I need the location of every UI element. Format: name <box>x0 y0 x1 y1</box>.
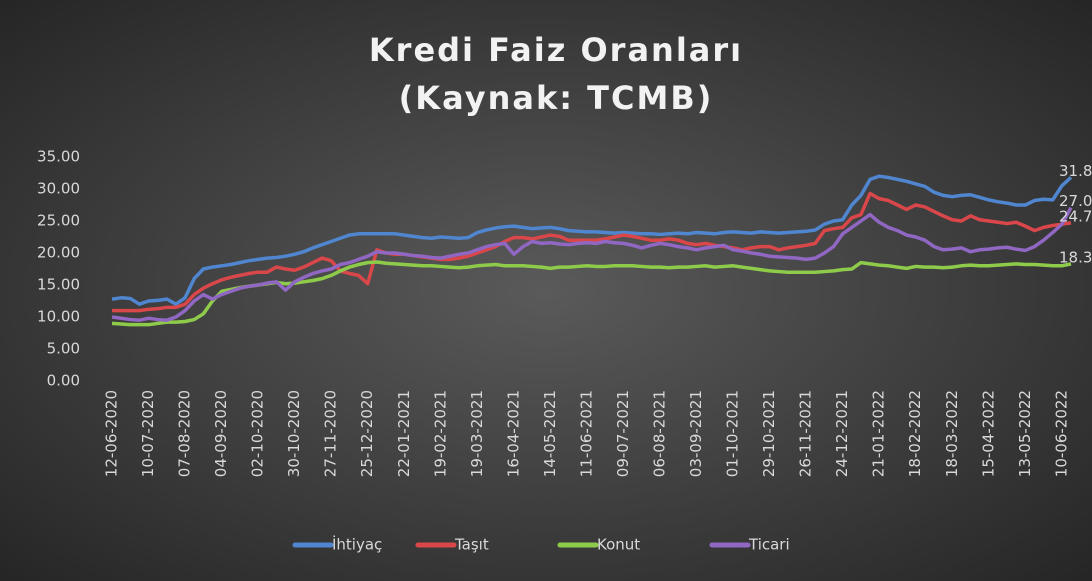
x-tick-label: 09-07-2021 <box>614 390 632 477</box>
data-label: 31.82 <box>1059 162 1092 180</box>
x-tick-label: 12-06-2020 <box>103 390 121 477</box>
legend-label: Konut <box>597 536 640 554</box>
series-line <box>112 191 1072 313</box>
data-label: 27.09 <box>1059 192 1092 210</box>
x-tick-label: 06-08-2021 <box>651 390 669 477</box>
y-tick-label: 10.00 <box>37 308 80 326</box>
x-tick-label: 18-02-2022 <box>906 390 924 477</box>
x-tick-label: 26-11-2021 <box>797 390 815 477</box>
x-tick-label: 10-06-2022 <box>1052 390 1070 477</box>
y-tick-label: 15.00 <box>37 276 80 294</box>
y-tick-label: 5.00 <box>47 340 80 358</box>
x-tick-label: 13-05-2022 <box>1016 390 1034 477</box>
x-tick-label: 01-10-2021 <box>724 390 742 477</box>
x-tick-label: 25-12-2020 <box>358 390 376 477</box>
x-tick-label: 14-05-2021 <box>541 390 559 477</box>
x-tick-label: 02-10-2020 <box>249 390 267 477</box>
x-tick-label: 27-11-2020 <box>322 390 340 477</box>
data-label: 24.71 <box>1059 207 1092 225</box>
x-tick-label: 24-12-2021 <box>833 390 851 477</box>
x-tick-label: 10-07-2020 <box>139 390 157 477</box>
legend-label: İhtiyaç <box>332 535 382 554</box>
x-tick-label: 30-10-2020 <box>285 390 303 477</box>
series-line <box>111 206 1073 322</box>
y-tick-label: 20.00 <box>37 244 80 262</box>
chart-title: (Kaynak: TCMB) <box>399 79 714 117</box>
data-label: 18.30 <box>1059 248 1092 266</box>
legend-label: Taşıt <box>454 536 489 554</box>
y-tick-label: 30.00 <box>37 180 80 198</box>
chart-title: Kredi Faiz Oranları <box>369 31 743 69</box>
x-tick-label: 07-08-2020 <box>176 390 194 477</box>
x-tick-label: 04-09-2020 <box>212 390 230 477</box>
x-tick-label: 21-01-2022 <box>870 390 888 477</box>
y-tick-label: 35.00 <box>37 148 80 166</box>
x-tick-label: 19-03-2021 <box>468 390 486 477</box>
x-tick-label: 11-06-2021 <box>577 390 595 477</box>
x-tick-label: 15-04-2022 <box>979 390 997 477</box>
y-tick-label: 0.00 <box>47 372 80 390</box>
x-tick-label: 18-03-2022 <box>943 390 961 477</box>
y-tick-label: 25.00 <box>37 212 80 230</box>
x-tick-label: 22-01-2021 <box>395 390 413 477</box>
legend-label: Ticari <box>748 536 790 554</box>
x-tick-label: 16-04-2021 <box>504 390 522 477</box>
x-tick-label: 03-09-2021 <box>687 390 705 477</box>
x-tick-label: 29-10-2021 <box>760 390 778 477</box>
x-tick-label: 19-02-2021 <box>431 390 449 477</box>
series-line <box>111 174 1073 306</box>
